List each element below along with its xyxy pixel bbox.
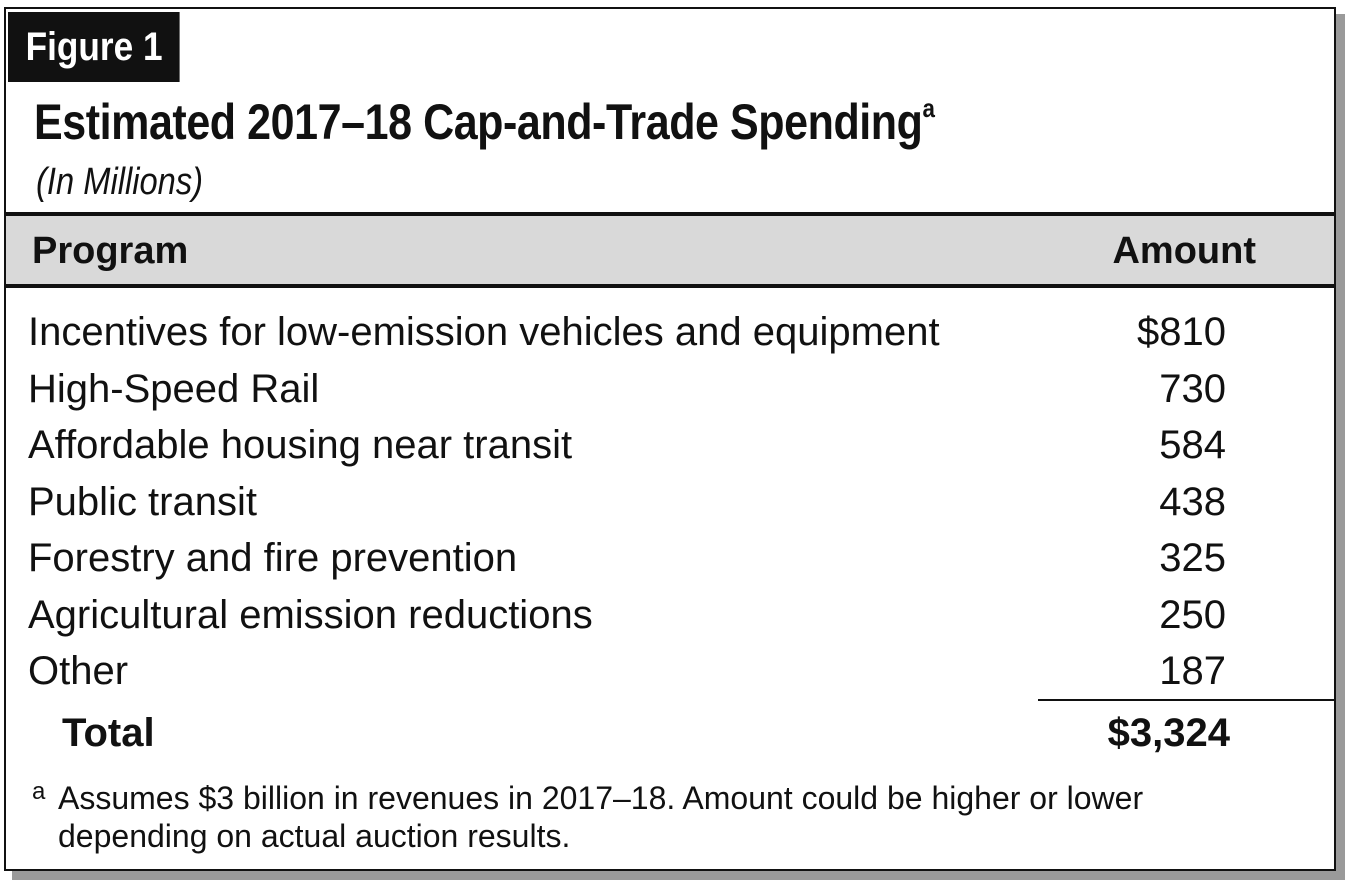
row-amount: 250: [1159, 592, 1226, 637]
row-amount: 730: [1159, 366, 1226, 411]
row-amount: 438: [1159, 479, 1226, 524]
table-row: Agricultural emission reductions 250: [6, 589, 1334, 646]
figure-label: Figure 1: [8, 12, 180, 82]
figure-panel: Figure 1 Estimated 2017–18 Cap-and-Trade…: [4, 7, 1336, 871]
table-row: Forestry and fire prevention 325: [6, 532, 1334, 589]
total-divider: [1038, 699, 1336, 701]
footnote-text: Assumes $3 billion in revenues in 2017–1…: [58, 780, 1144, 854]
table-row: Public transit 438: [6, 476, 1334, 533]
total-row: Total $3,324: [6, 707, 1334, 763]
table-row: Other 187: [6, 645, 1334, 702]
row-amount: $810: [1137, 310, 1226, 354]
footnote: a Assumes $3 billion in revenues in 2017…: [32, 778, 1292, 855]
figure-title: Estimated 2017–18 Cap-and-Trade Spending…: [34, 93, 935, 151]
figure-title-text: Estimated 2017–18 Cap-and-Trade Spending: [34, 94, 923, 150]
total-amount: $3,324: [1107, 711, 1230, 755]
row-program: Public transit: [28, 479, 257, 524]
row-program: Incentives for low-emission vehicles and…: [28, 310, 940, 354]
header-program: Program: [32, 230, 189, 272]
header-amount: Amount: [1112, 230, 1256, 272]
row-program: Affordable housing near transit: [28, 423, 573, 467]
row-program: Other: [28, 649, 129, 693]
row-program: High-Speed Rail: [28, 366, 320, 411]
table-row: Affordable housing near transit 584: [6, 419, 1334, 476]
total-label: Total: [62, 711, 155, 755]
row-amount: 325: [1159, 536, 1226, 580]
row-program: Forestry and fire prevention: [28, 536, 518, 580]
row-amount: 584: [1159, 423, 1226, 467]
row-amount: 187: [1159, 649, 1226, 693]
title-footnote-mark: a: [922, 93, 935, 123]
row-program: Agricultural emission reductions: [28, 592, 593, 637]
figure-subtitle: (In Millions): [36, 161, 204, 203]
footnote-mark: a: [32, 778, 46, 805]
table-header: Program Amount: [6, 212, 1334, 288]
table-row: Incentives for low-emission vehicles and…: [6, 306, 1334, 363]
table-row: High-Speed Rail 730: [6, 363, 1334, 420]
table-body: Incentives for low-emission vehicles and…: [6, 306, 1334, 702]
